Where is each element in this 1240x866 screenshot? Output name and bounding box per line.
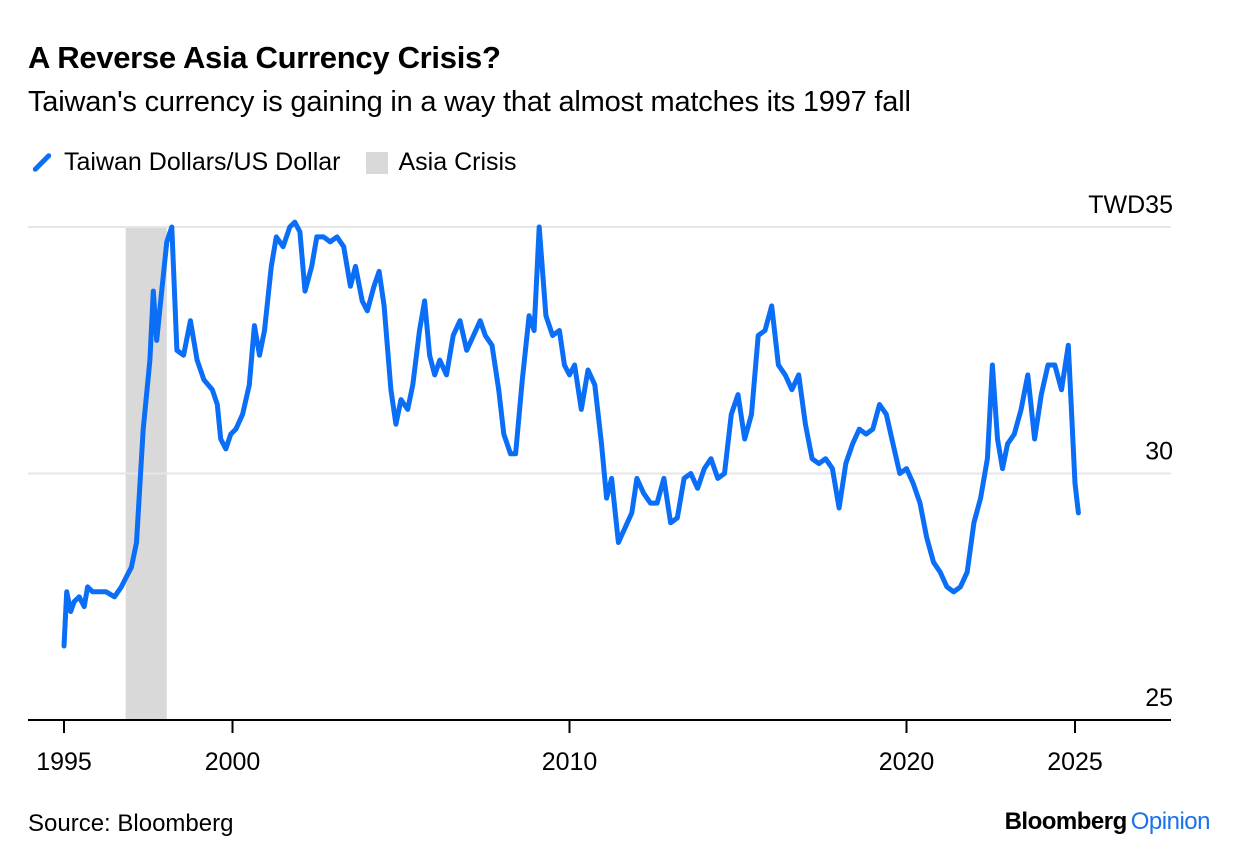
- brand-main: Bloomberg: [1004, 808, 1128, 835]
- brand-accent: Opinion: [1130, 808, 1211, 835]
- legend: Taiwan Dollars/US Dollar Asia Crisis: [28, 148, 543, 177]
- x-tick-label-0: 1995: [36, 748, 92, 776]
- y-tick-label-0: TWD35: [1088, 191, 1173, 219]
- chart-subtitle: Taiwan's currency is gaining in a way th…: [28, 86, 911, 118]
- series-line-0: [61, 219, 1081, 649]
- x-tick-label-2: 2010: [542, 748, 598, 776]
- chart-title: A Reverse Asia Currency Crisis?: [28, 40, 501, 75]
- legend-item-shade: Asia Crisis: [366, 148, 517, 177]
- y-tick-label-2: 25: [1145, 684, 1173, 712]
- x-tick-label-1: 2000: [205, 748, 261, 776]
- y-tick-label-1: 30: [1145, 438, 1173, 466]
- source-note: Source: Bloomberg: [28, 810, 234, 837]
- legend-swatch-icon: [366, 151, 389, 174]
- legend-series-label: Taiwan Dollars/US Dollar: [64, 148, 341, 176]
- x-tick-label-3: 2020: [879, 748, 935, 776]
- brand-logo: Bloomberg Opinion: [1004, 808, 1211, 836]
- legend-item-series: Taiwan Dollars/US Dollar: [28, 148, 340, 177]
- legend-shade-label: Asia Crisis: [398, 148, 517, 176]
- x-tick-label-4: 2025: [1047, 748, 1103, 776]
